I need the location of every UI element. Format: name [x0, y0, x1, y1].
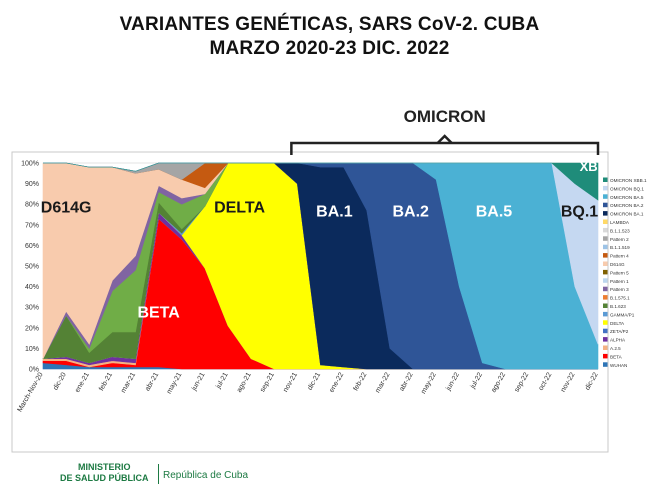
annotation-label: BQ.1 — [561, 204, 598, 221]
legend-label: WUHAN — [610, 363, 627, 368]
legend-label: OMICRON XBB.1 — [610, 178, 647, 183]
y-tick-label: 100% — [21, 161, 39, 168]
legend-label: ZETA/P2 — [610, 329, 629, 334]
legend-label: B.1.623 — [610, 304, 626, 309]
legend-label: OMICRON BA.2 — [610, 203, 644, 208]
omicron-bracket-tip — [436, 134, 453, 144]
omicron-bracket-line — [290, 141, 600, 155]
legend-label: Pattern 4 — [610, 254, 629, 259]
legend-swatch — [603, 320, 608, 325]
annotation-label: XBB — [580, 159, 607, 174]
chart-title-line-1: VARIANTES GENÉTICAS, SARS CoV-2. CUBA — [119, 14, 540, 35]
y-tick-label: 40% — [25, 284, 39, 291]
ministry-line-1: MINISTERIO — [78, 462, 131, 472]
legend-swatch — [603, 185, 608, 191]
annotation-label: BA.5 — [476, 204, 513, 221]
ministry-line-2: DE SALUD PÚBLICA — [60, 473, 149, 483]
legend-label: Pattern 3 — [610, 287, 629, 292]
republic-label: República de Cuba — [163, 470, 249, 481]
legend-swatch — [603, 253, 608, 258]
stacked-areas — [42, 162, 599, 370]
legend-label: B.1.1.519 — [610, 245, 630, 250]
legend-label: BETA — [610, 354, 623, 359]
legend-label: B.1.575.1 — [610, 296, 630, 301]
y-tick-label: 30% — [25, 305, 39, 312]
legend-swatch — [603, 227, 608, 233]
legend-label: GAMMA/P1 — [610, 312, 635, 317]
annotation-label: BETA — [137, 305, 180, 322]
y-axis: 0% 10% 20% 30% 40% 50% 60% 70% 80% 90% 100% — [21, 161, 39, 374]
legend-swatch — [603, 236, 608, 241]
chart-title-line-2: MARZO 2020-23 DIC. 2022 — [209, 38, 450, 59]
legend-label: OMICRON BQ.1 — [610, 186, 644, 191]
legend-swatch — [603, 337, 608, 342]
legend-swatch — [603, 211, 608, 216]
legend-label: ALPHA — [610, 338, 626, 343]
legend-swatch — [603, 269, 608, 275]
annotation-label: DELTA — [214, 199, 265, 216]
legend-swatch — [603, 328, 608, 334]
omicron-label: OMICRON — [404, 107, 486, 126]
annotation-label: BA.2 — [392, 204, 429, 221]
legend-swatch — [603, 286, 608, 292]
legend-swatch — [603, 353, 608, 359]
legend-swatch — [603, 194, 608, 199]
legend-swatch — [603, 202, 608, 208]
y-tick-label: 70% — [25, 222, 39, 229]
legend-swatch — [603, 219, 608, 224]
legend-label: Pattern 1 — [610, 279, 629, 284]
y-tick-label: 90% — [25, 181, 39, 188]
legend-swatch — [603, 177, 608, 182]
legend-label: B.1.1.523 — [610, 228, 630, 233]
omicron-bracket — [290, 134, 600, 155]
ministry-logo-text: MINISTERIO DE SALUD PÚBLICA — [60, 462, 149, 484]
y-tick-label: 60% — [25, 243, 39, 250]
legend-label: A.2.5 — [610, 346, 621, 351]
annotation-label: BA.1 — [316, 204, 353, 221]
legend-swatch — [603, 311, 608, 317]
legend-swatch — [603, 295, 608, 300]
annotations: D614G BETA DELTA BA.1 BA.2 BA.5 BQ.1 XBB — [41, 159, 607, 321]
legend-label: LAMBDA — [610, 220, 630, 225]
legend-label: D614G — [610, 262, 625, 267]
legend-label: Pattern 2 — [610, 237, 629, 242]
y-tick-label: 10% — [25, 346, 39, 353]
legend-swatch — [603, 244, 608, 250]
y-tick-label: 20% — [25, 325, 39, 332]
y-tick-label: 50% — [25, 264, 39, 271]
legend-swatch — [603, 362, 608, 367]
legend-label: Pattern 5 — [610, 270, 629, 275]
legend: OMICRON XBB.1 OMICRON BQ.1 OMICRON BA.5 OMI… — [603, 177, 647, 368]
legend-swatch — [603, 261, 608, 266]
legend-label: OMICRON BA.1 — [610, 212, 644, 217]
footer-divider — [158, 464, 159, 484]
legend-swatch — [603, 303, 608, 308]
legend-label: OMICRON BA.5 — [610, 195, 644, 200]
series-area-omicron-xbb-1 — [43, 162, 599, 201]
legend-swatch — [603, 345, 608, 350]
y-tick-label: 80% — [25, 202, 39, 209]
legend-label: DELTA — [610, 321, 625, 326]
y-tick-label: 0% — [29, 367, 39, 374]
annotation-label: D614G — [41, 199, 92, 216]
legend-swatch — [603, 278, 608, 283]
